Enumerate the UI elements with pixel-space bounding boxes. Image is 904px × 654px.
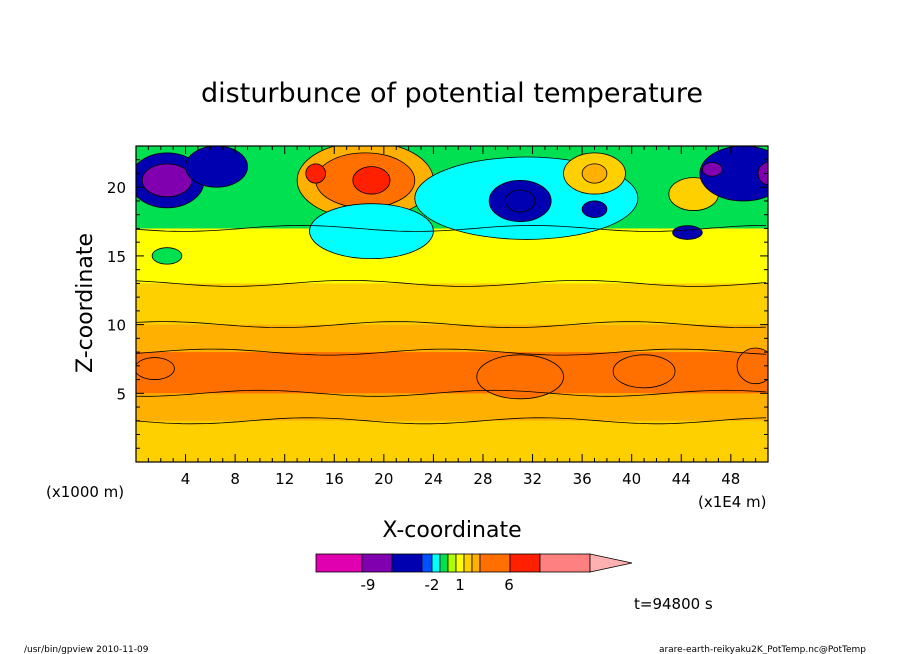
y-tick-label: 5 [116, 385, 126, 403]
contour-region-29 [757, 162, 768, 185]
y-tick-label: 15 [107, 248, 126, 266]
colorbar-swatch [479, 553, 511, 573]
y-scale-note: (x1000 m) [46, 483, 124, 501]
x-tick-label: 40 [622, 470, 641, 488]
contour-region-9 [136, 357, 175, 380]
colorbar-label: 1 [455, 576, 465, 594]
contour-region-16 [352, 166, 391, 195]
y-tick-label: 20 [107, 179, 126, 197]
contour-region-4 [136, 228, 768, 284]
contour-region-21 [504, 189, 536, 213]
contour-line-2 [136, 348, 767, 356]
contour-region-22 [581, 200, 608, 218]
colorbar-swatch [315, 553, 363, 573]
contour-region-0 [136, 420, 768, 462]
x-tick-label: 8 [230, 470, 240, 488]
contour-region-28 [701, 162, 723, 177]
contour-region-27 [699, 146, 768, 202]
contour-region-8 [736, 347, 768, 385]
time-label: t=94800 s [634, 595, 713, 613]
x-axis-label: X-coordinate [382, 518, 521, 543]
colorbar-label: -9 [361, 576, 376, 594]
footer-right: arare-earth-reikyaku2K_PotTemp.nc@PotTem… [659, 645, 866, 654]
x-tick-label: 4 [181, 470, 191, 488]
contour-region-6 [476, 354, 564, 400]
colorbar-swatch [539, 553, 591, 573]
contour-line-4 [136, 280, 767, 287]
colorbar-swatch [471, 553, 481, 573]
colorbar-swatch [421, 553, 433, 573]
x-tick-label: 28 [473, 470, 492, 488]
colorbar-swatch [439, 553, 449, 573]
colorbar-label: -2 [425, 576, 440, 594]
colorbar-extend-arrow [589, 553, 633, 573]
plot-area [136, 146, 768, 462]
contour-region-23 [672, 225, 703, 240]
colorbar-swatch [455, 553, 465, 573]
colorbar-swatch [431, 553, 441, 573]
contour-line-0 [136, 417, 767, 425]
contour-region-3 [136, 283, 768, 325]
x-tick-label: 44 [672, 470, 691, 488]
contour-line-3 [136, 321, 767, 328]
contour-region-17 [305, 163, 327, 184]
colorbar: -9 -2 1 6 [315, 553, 633, 594]
x-tick-label: 48 [721, 470, 740, 488]
contour-region-12 [185, 146, 248, 188]
contour-region-25 [581, 163, 608, 184]
y-tick-label: 10 [107, 317, 126, 335]
x-tick-label: 32 [523, 470, 542, 488]
colorbar-swatch [447, 553, 457, 573]
contour-line-1 [136, 389, 767, 397]
x-tick-label: 12 [275, 470, 294, 488]
x-tick-label: 20 [374, 470, 393, 488]
contour-region-11 [141, 163, 193, 198]
colorbar-swatch [509, 553, 541, 573]
x-scale-note: (x1E4 m) [698, 493, 767, 511]
footer-left: /usr/bin/gpview 2010-11-09 [24, 645, 149, 654]
chart-title: disturbunce of potential temperature [201, 78, 703, 109]
contour-region-13 [151, 247, 183, 265]
x-tick-label: 36 [573, 470, 592, 488]
contour-regions [136, 146, 768, 462]
contour-region-7 [612, 354, 676, 389]
contour-line-5 [136, 224, 767, 232]
colorbar-swatch [463, 553, 473, 573]
x-tick-label: 16 [325, 470, 344, 488]
colorbar-swatch [391, 553, 423, 573]
colorbar-swatch [361, 553, 393, 573]
plot-frame [135, 145, 769, 463]
x-tick-label: 24 [424, 470, 443, 488]
y-axis-label: Z-coordinate [73, 233, 98, 373]
colorbar-label: 6 [504, 576, 514, 594]
